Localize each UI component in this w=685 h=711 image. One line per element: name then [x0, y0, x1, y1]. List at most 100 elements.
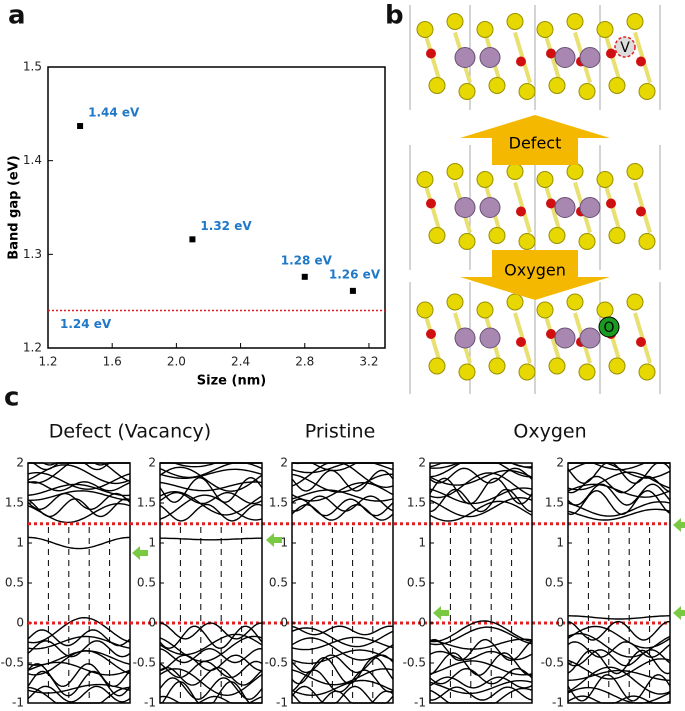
- band-line: [159, 468, 263, 479]
- y-tick-label: 0.5: [137, 576, 156, 590]
- panel-label: b: [385, 1, 404, 31]
- band-line: [27, 536, 131, 550]
- band-line: [429, 620, 533, 643]
- band-title: Defect (Vacancy): [49, 421, 211, 443]
- band-line: [27, 464, 131, 485]
- y-tick-label: 0: [16, 616, 24, 630]
- band-line: [291, 679, 394, 697]
- band-line: [291, 495, 394, 512]
- atom-metal: [454, 327, 476, 349]
- y-tick-label: 0.5: [5, 576, 24, 590]
- y-tick-label: 2: [148, 456, 156, 470]
- atom-o: [636, 206, 646, 217]
- band-line: [159, 666, 263, 686]
- band-line: [159, 490, 263, 516]
- band-line: [429, 660, 533, 676]
- band-line: [27, 472, 131, 490]
- atom-metal: [554, 47, 576, 68]
- y-tick-label: 1.5: [407, 496, 426, 510]
- atom-metal: [579, 197, 601, 218]
- plot-frame: [429, 462, 533, 704]
- atom-metal: [554, 197, 576, 218]
- arrow-up: [460, 115, 610, 165]
- atom-s: [428, 357, 446, 375]
- band-plot: [429, 462, 533, 704]
- y-tick-label: 0: [556, 616, 564, 630]
- atom-s: [536, 171, 554, 188]
- band-line: [567, 483, 671, 506]
- band-line: [291, 462, 394, 474]
- structure: [409, 282, 661, 394]
- y-axis-label: Band gap (eV): [7, 155, 22, 259]
- band-line: [159, 494, 263, 521]
- band-plot: [567, 462, 671, 704]
- vacancy-mark: [614, 36, 636, 58]
- band-line: [429, 676, 533, 689]
- value-label: 1.28 eV: [281, 253, 333, 267]
- atom-o: [606, 48, 616, 59]
- atom-s: [548, 227, 566, 244]
- band-line: [567, 501, 671, 517]
- y-tick-label: 1.2: [23, 341, 42, 355]
- atom-s: [566, 13, 584, 30]
- atom-s: [458, 233, 476, 250]
- y-tick-label: -0.5: [541, 656, 564, 670]
- y-tick-label: 1.4: [23, 153, 42, 167]
- band-line: [291, 503, 394, 521]
- band-line: [429, 467, 533, 484]
- band-line: [567, 674, 671, 702]
- x-tick-label: 2.0: [167, 355, 186, 369]
- atom-s: [488, 357, 506, 375]
- y-tick-label: 1.5: [137, 496, 156, 510]
- band-line: [28, 490, 131, 501]
- band-line: [27, 616, 131, 644]
- band-line: [159, 622, 263, 640]
- atom-metal: [554, 327, 576, 349]
- atom-s: [638, 363, 656, 381]
- band-plot: [27, 462, 131, 704]
- band-line: [429, 496, 533, 518]
- band-line: [567, 483, 671, 498]
- atom-s: [608, 357, 626, 375]
- atom-metal: [579, 47, 601, 68]
- band-line: [27, 498, 131, 518]
- atom-s: [596, 171, 614, 188]
- panel-label: c: [4, 383, 19, 413]
- value-label: 1.26 eV: [329, 267, 381, 281]
- band-line: [291, 462, 394, 489]
- band-line: [429, 626, 533, 646]
- band-line: [27, 686, 131, 704]
- atom-s: [476, 171, 494, 188]
- structure: [409, 145, 661, 270]
- band-line: [429, 650, 533, 661]
- y-tick-label: 0.5: [545, 576, 564, 590]
- value-label: 1.44 eV: [88, 106, 140, 120]
- atom-s: [566, 293, 584, 311]
- atom-s: [476, 21, 494, 38]
- oxygen-label: O: [603, 320, 614, 336]
- y-tick-label: 1: [556, 536, 564, 550]
- y-tick-label: 1: [148, 536, 156, 550]
- atom-o: [546, 329, 556, 339]
- x-tick-label: 1.6: [103, 355, 122, 369]
- structure: [409, 5, 661, 110]
- atom-s: [626, 13, 644, 30]
- band-line: [567, 649, 671, 675]
- band-line: [159, 481, 263, 492]
- atom-s: [608, 77, 626, 94]
- atom-s: [428, 227, 446, 244]
- y-tick-label: 2: [556, 456, 564, 470]
- band-line: [429, 680, 533, 695]
- band-line: [567, 508, 671, 521]
- atom-s: [518, 233, 536, 250]
- band-title: Pristine: [305, 421, 376, 443]
- y-tick-label: -1: [276, 696, 288, 710]
- y-tick-label: 1: [280, 536, 288, 550]
- atom-o: [546, 48, 556, 59]
- atom-s: [428, 77, 446, 94]
- atom-o: [426, 48, 436, 59]
- band-line: [291, 656, 394, 685]
- band-line: [159, 466, 263, 492]
- band-line: [429, 652, 533, 677]
- band-line: [291, 627, 394, 648]
